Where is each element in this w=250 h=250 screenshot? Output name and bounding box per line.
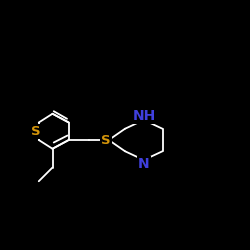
Text: S: S xyxy=(102,134,111,146)
Text: NH: NH xyxy=(132,109,156,123)
Text: N: N xyxy=(138,157,149,171)
Text: S: S xyxy=(32,125,41,138)
